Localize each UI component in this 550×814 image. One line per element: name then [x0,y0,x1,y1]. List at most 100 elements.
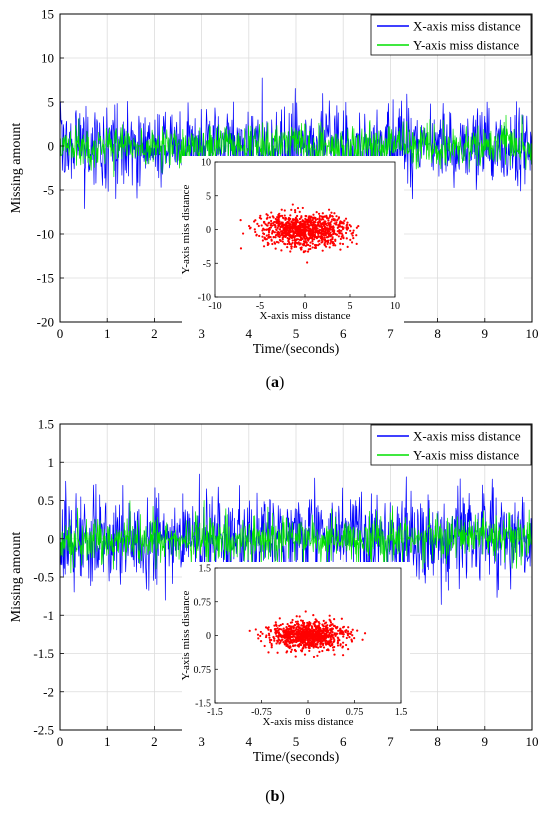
scatter-point [287,637,290,640]
scatter-point [312,614,315,617]
legend-box [370,424,532,466]
scatter-point [297,631,301,634]
scatter-point [309,623,312,626]
scatter-point [329,636,332,639]
y-tick-label: -2 [43,684,54,699]
scatter-point [278,228,282,231]
scatter-point [329,621,333,624]
scatter-point [284,640,287,643]
x-tick-label: 4 [246,326,253,341]
scatter-point [281,233,284,236]
scatter-point [290,245,293,248]
scatter-point [283,228,287,231]
scatter-point [347,626,350,629]
scatter-point [312,231,315,234]
y-tick-label: -20 [37,315,54,330]
scatter-point [331,646,335,649]
x-tick-label: 2 [151,326,158,341]
scatter-point [339,644,342,647]
scatter-point [292,640,296,643]
scatter-point [270,219,273,223]
scatter-point [301,225,304,228]
scatter-point [311,246,314,249]
scatter-point [282,627,285,630]
scatter-point [292,633,295,636]
scatter-point [346,226,349,229]
scatter-point [274,236,277,239]
scatter-point [318,634,321,637]
scatter-point [327,219,330,222]
x-tick-label: 10 [526,326,539,341]
scatter-point [310,232,313,235]
scatter-point [272,216,275,219]
scatter-point [308,637,311,641]
scatter-point [328,614,331,617]
scatter-point [302,643,306,646]
scatter-point [291,224,294,228]
y-tick-label: -0.5 [33,570,54,585]
scatter-point [256,222,259,225]
scatter-point [323,622,326,625]
scatter-point [314,639,318,642]
scatter-point [323,236,326,239]
scatter-point [320,223,323,226]
scatter-point [306,250,310,253]
scatter-point [294,218,297,221]
scatter-point [339,237,342,241]
x-axis-label: Time/(seconds) [253,342,340,357]
scatter-point [311,234,315,237]
legend-label-y: Y-axis miss distance [413,448,519,463]
scatter-point [321,222,324,225]
scatter-point [278,215,281,218]
scatter-point [248,227,252,230]
scatter-point [289,214,292,217]
scatter-point [257,637,260,640]
caption-a: (a) [265,374,285,391]
x-tick-label: 8 [434,734,441,749]
scatter-point [327,640,330,643]
y-tick-label: -10 [37,227,54,242]
inset-background [182,562,410,733]
y-tick-label: -5 [43,183,54,198]
scatter-point [271,242,274,246]
scatter-point [324,633,328,636]
y-tick-label: 5 [48,95,55,110]
scatter-point [342,641,345,644]
scatter-point [268,638,272,642]
scatter-point [336,641,340,644]
scatter-point [259,630,262,634]
x-tick-label: 1 [104,326,111,341]
inset-x-tick-label: 5 [348,301,353,312]
scatter-point [295,229,298,232]
scatter-point [290,626,293,629]
scatter-point [298,224,301,227]
scatter-point [273,624,276,627]
scatter-point [338,232,341,235]
scatter-point [277,218,280,221]
scatter-point [276,226,279,229]
scatter-point [290,648,293,651]
scatter-point [330,211,333,214]
scatter-point [315,243,318,247]
scatter-point [296,622,300,625]
scatter-point [297,629,300,632]
scatter-point [291,235,294,238]
scatter-point [270,222,273,225]
scatter-point [325,214,328,217]
scatter-point [266,214,269,217]
scatter-point [304,250,307,253]
scatter-point [303,639,307,642]
scatter-point [294,216,298,219]
scatter-point [318,224,321,227]
scatter-point [334,238,337,241]
scatter-point [344,231,348,235]
scatter-point [346,630,350,633]
scatter-point [275,634,278,638]
scatter-point [329,627,332,631]
scatter-point [361,638,364,641]
scatter-point [330,629,333,632]
scatter-point [273,637,276,640]
scatter-point [316,643,319,646]
scatter-point [301,647,305,650]
